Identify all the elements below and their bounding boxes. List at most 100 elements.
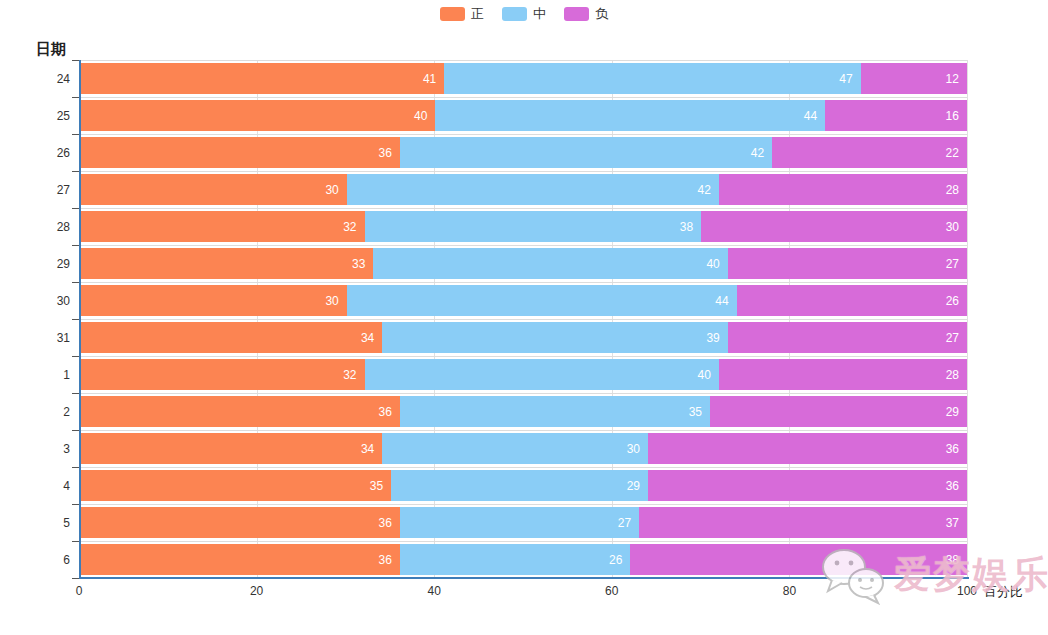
bar-segment-中: 44 [435,100,825,131]
bar-segment-正: 41 [81,63,444,94]
y-tick-label: 4 [0,479,70,493]
bar-value-label: 39 [706,331,719,345]
split-line [79,319,967,320]
split-line [79,171,967,172]
bar-value-label: 27 [618,516,631,530]
y-axis-line [79,60,81,578]
bar-row: 324028 [81,359,967,390]
legend-item-2[interactable]: 负 [564,5,608,23]
bar-value-label: 36 [946,479,959,493]
split-line [79,541,967,542]
bar-segment-中: 27 [400,507,639,538]
bar-row: 36 35 29 [81,396,967,427]
bar-row: 304426 [81,285,967,316]
bar-segment-正: 32 [81,211,365,242]
y-tick-mark [72,430,79,431]
bar-value-label: 36 [379,516,392,530]
bar-segment-中: 26 [400,544,630,575]
bar-value-label: 36 [946,442,959,456]
y-tick-label: 24 [0,72,70,86]
y-tick-mark [72,134,79,135]
y-tick-mark [72,171,79,172]
y-tick-mark [72,393,79,394]
bar-row: 32 38 30 [81,211,967,242]
y-tick-label: 1 [0,368,70,382]
bar-segment-正: 35 [81,470,391,501]
y-tick-mark [72,467,79,468]
bar-value-label: 40 [414,109,427,123]
y-tick-label: 3 [0,442,70,456]
legend-label: 负 [595,5,608,23]
bar-segment-负: 29 [710,396,967,427]
x-axis-title: 百分比 [984,583,1023,601]
bar-value-label: 47 [839,72,852,86]
legend-swatch-icon [564,7,589,21]
bar-segment-负: 28 [719,359,967,390]
bar-value-label: 29 [946,405,959,419]
bar-segment-中: 42 [400,137,772,168]
bar-value-label: 34 [361,442,374,456]
bar-segment-负: 22 [772,137,967,168]
bar-value-label: 42 [751,146,764,160]
bar-value-label: 35 [370,479,383,493]
bar-segment-正: 34 [81,322,382,353]
bar-value-label: 12 [946,72,959,86]
x-tick-label: 60 [587,584,637,598]
x-tick-label: 0 [54,584,104,598]
bar-value-label: 40 [706,257,719,271]
split-line [79,282,967,283]
bar-segment-负: 28 [719,174,967,205]
bar-value-label: 35 [689,405,702,419]
bar-value-label: 36 [379,146,392,160]
bar-segment-中: 38 [365,211,702,242]
bar-value-label: 32 [343,368,356,382]
bar-value-label: 28 [946,368,959,382]
bar-value-label: 30 [325,294,338,308]
legend-item-0[interactable]: 正 [440,5,484,23]
bar-segment-负: 27 [728,322,967,353]
stacked-bar-chart: 正中负 日期 244147122540441626364222273042282… [0,0,1048,635]
bar-value-label: 30 [946,220,959,234]
split-line [79,134,967,135]
bar-segment-中: 47 [444,63,860,94]
y-tick-label: 30 [0,294,70,308]
y-axis-title: 日期 [36,40,66,59]
bar-row: 41 47 12 [81,63,967,94]
bar-row: 36 42 22 [81,137,967,168]
bar-segment-负: 27 [728,248,967,279]
y-tick-label: 6 [0,553,70,567]
bar-value-label: 26 [946,294,959,308]
bar-value-label: 33 [352,257,365,271]
split-line [79,430,967,431]
y-tick-mark [72,541,79,542]
bar-value-label: 30 [627,442,640,456]
y-tick-mark [72,60,79,61]
bar-segment-负: 16 [825,100,967,131]
bar-segment-负: 36 [648,433,967,464]
bar-value-label: 16 [946,109,959,123]
bar-row: 304228 [81,174,967,205]
y-tick-mark [72,356,79,357]
x-tick-label: 80 [764,584,814,598]
split-line [79,504,967,505]
split-line [79,467,967,468]
legend: 正中 负 [0,5,1048,23]
bar-value-label: 29 [627,479,640,493]
bar-segment-负: 38 [630,544,967,575]
bar-segment-负: 37 [639,507,967,538]
legend-item-1[interactable]: 中 [502,5,546,23]
bar-segment-正: 36 [81,544,400,575]
y-tick-mark [72,208,79,209]
bar-segment-正: 30 [81,174,347,205]
bar-segment-负: 36 [648,470,967,501]
bar-value-label: 38 [680,220,693,234]
bar-value-label: 41 [423,72,436,86]
x-tick-label: 40 [409,584,459,598]
bar-segment-正: 36 [81,396,400,427]
x-tick-label: 20 [232,584,282,598]
x-axis-line [79,577,969,579]
y-tick-label: 28 [0,220,70,234]
gridline-x-100 [967,60,968,578]
bar-segment-负: 26 [737,285,967,316]
bar-value-label: 22 [946,146,959,160]
